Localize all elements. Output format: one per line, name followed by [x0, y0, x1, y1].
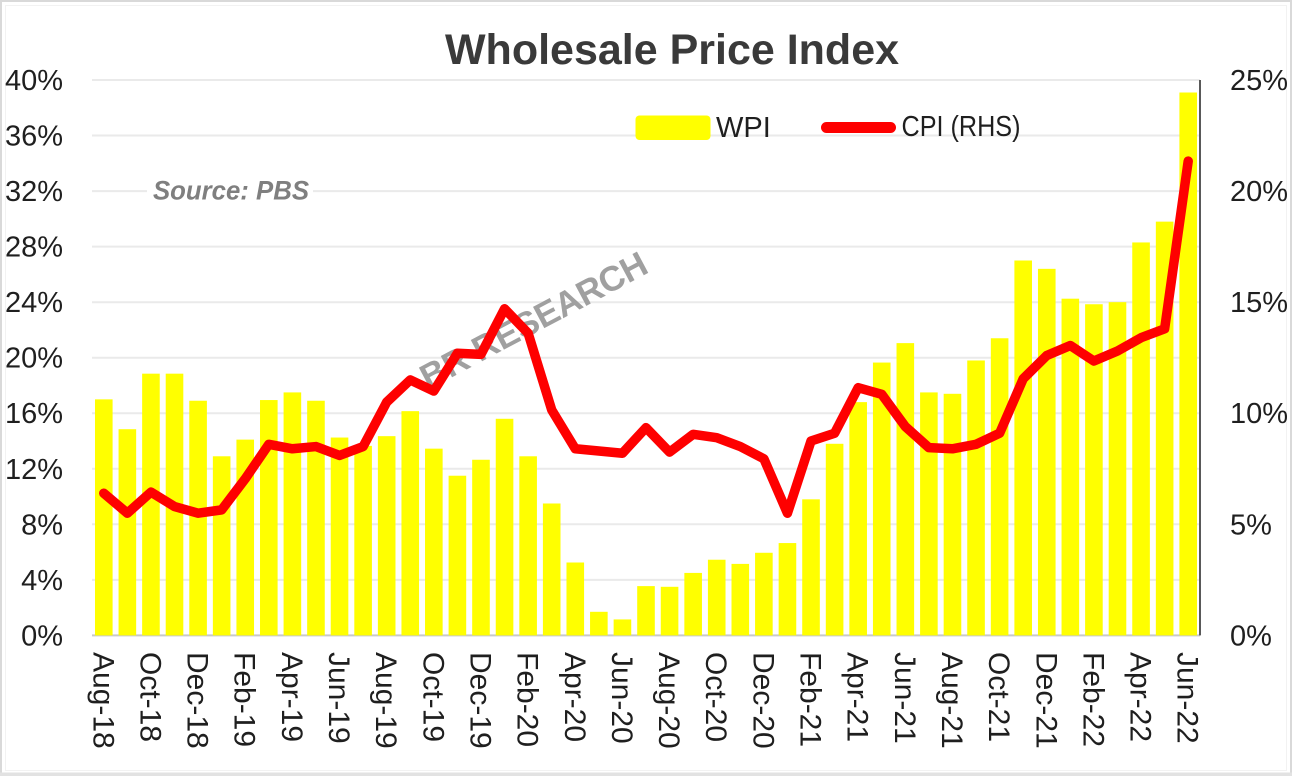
svg-text:Apr-19: Apr-19 — [275, 652, 308, 742]
svg-text:Dec-18: Dec-18 — [181, 652, 214, 749]
svg-text:Wholesale Price Index: Wholesale Price Index — [445, 26, 899, 74]
svg-text:Jun-21: Jun-21 — [888, 652, 921, 744]
svg-text:15%: 15% — [1230, 287, 1288, 319]
svg-text:24%: 24% — [5, 287, 63, 319]
svg-text:CPI (RHS): CPI (RHS) — [902, 111, 1021, 143]
svg-text:Feb-19: Feb-19 — [228, 652, 261, 747]
svg-text:36%: 36% — [5, 121, 63, 153]
svg-text:WPI: WPI — [716, 112, 771, 144]
svg-text:25%: 25% — [1230, 65, 1288, 97]
svg-text:8%: 8% — [21, 509, 63, 541]
svg-text:Aug-21: Aug-21 — [935, 652, 968, 749]
svg-text:5%: 5% — [1230, 509, 1272, 541]
svg-text:Apr-21: Apr-21 — [841, 652, 874, 742]
svg-text:Oct-21: Oct-21 — [982, 652, 1015, 742]
svg-text:Feb-22: Feb-22 — [1076, 652, 1109, 747]
svg-text:Jun-19: Jun-19 — [322, 652, 355, 744]
svg-text:0%: 0% — [1230, 620, 1272, 652]
svg-text:20%: 20% — [1230, 176, 1288, 208]
svg-text:Aug-20: Aug-20 — [652, 652, 685, 749]
svg-text:Oct-18: Oct-18 — [133, 652, 166, 742]
svg-text:20%: 20% — [5, 343, 63, 375]
svg-text:Feb-21: Feb-21 — [794, 652, 827, 747]
svg-text:Jun-20: Jun-20 — [605, 652, 638, 744]
svg-text:Jun-22: Jun-22 — [1171, 652, 1204, 744]
svg-text:16%: 16% — [5, 398, 63, 430]
svg-text:4%: 4% — [21, 565, 63, 597]
svg-text:Source: PBS: Source: PBS — [153, 176, 309, 206]
svg-text:Feb-20: Feb-20 — [511, 652, 544, 747]
svg-text:Oct-20: Oct-20 — [699, 652, 732, 742]
svg-text:Apr-22: Apr-22 — [1124, 652, 1157, 742]
svg-text:Aug-18: Aug-18 — [86, 652, 119, 749]
svg-text:Dec-19: Dec-19 — [463, 652, 496, 749]
svg-text:28%: 28% — [5, 232, 63, 264]
svg-text:12%: 12% — [5, 454, 63, 486]
svg-text:Dec-21: Dec-21 — [1029, 652, 1062, 749]
svg-text:32%: 32% — [5, 176, 63, 208]
svg-text:10%: 10% — [1230, 398, 1288, 430]
svg-text:Dec-20: Dec-20 — [746, 652, 779, 749]
svg-text:Aug-19: Aug-19 — [369, 652, 402, 749]
svg-text:Apr-20: Apr-20 — [558, 652, 591, 742]
svg-text:0%: 0% — [21, 620, 63, 652]
svg-text:Oct-19: Oct-19 — [416, 652, 449, 742]
svg-text:40%: 40% — [5, 65, 63, 97]
